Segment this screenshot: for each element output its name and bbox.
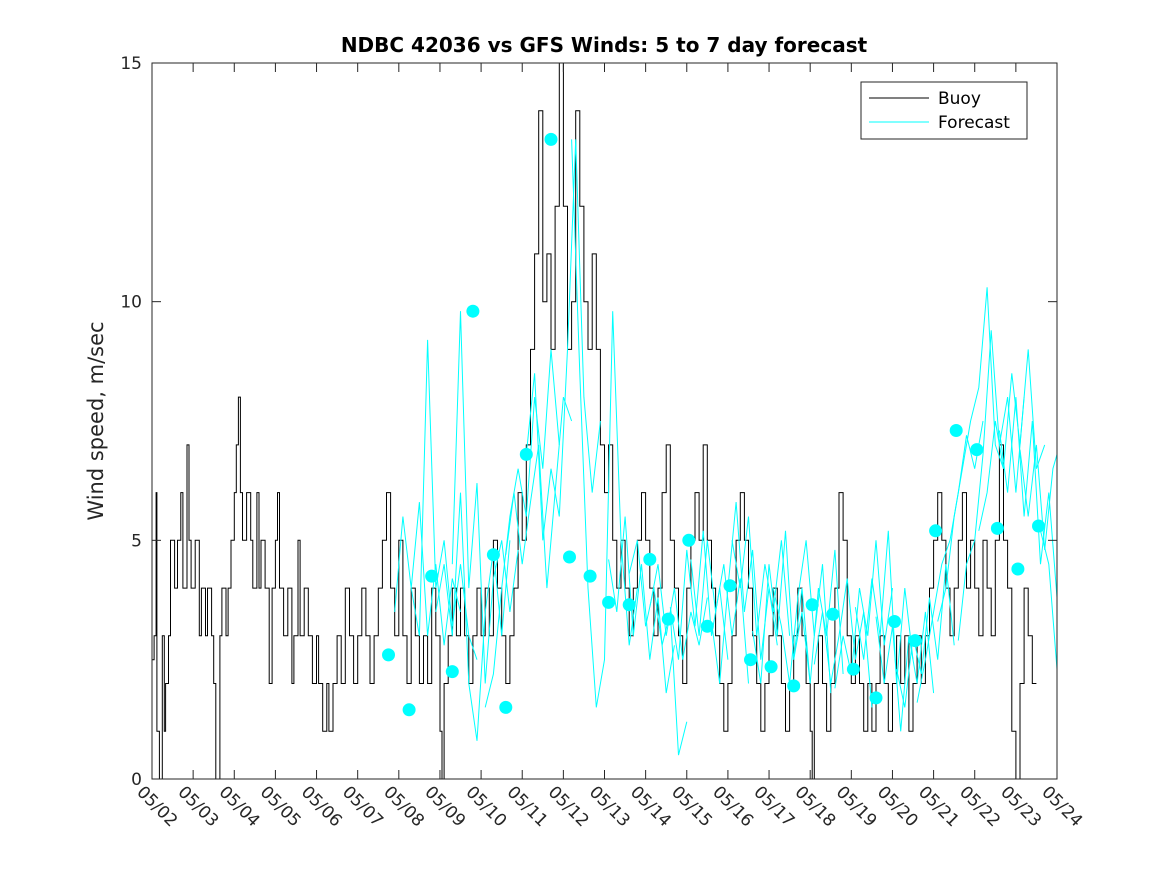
forecast-marker xyxy=(826,607,840,621)
forecast-marker xyxy=(869,691,883,705)
forecast-marker xyxy=(466,304,480,318)
forecast-series-line xyxy=(937,287,1004,622)
forecast-series-line xyxy=(435,492,511,741)
forecast-marker xyxy=(661,612,675,626)
forecast-marker xyxy=(402,703,416,717)
forecast-marker xyxy=(544,132,558,146)
forecast-marker xyxy=(563,550,576,564)
forecast-marker xyxy=(929,524,943,538)
forecast-series-line xyxy=(608,516,675,694)
forecast-marker xyxy=(1011,562,1025,576)
data-layer xyxy=(152,63,1057,779)
forecast-series-line xyxy=(978,349,1046,531)
forecast-series-line xyxy=(731,516,791,636)
forecast-marker xyxy=(583,569,597,583)
legend-buoy-label: Buoy xyxy=(938,89,981,109)
forecast-marker xyxy=(908,634,922,648)
legend-forecast-label: Forecast xyxy=(938,113,1010,133)
forecast-series-line xyxy=(813,578,873,708)
forecast-series-line xyxy=(1040,530,1057,670)
forecast-series-line xyxy=(772,540,832,694)
forecast-series-line xyxy=(690,540,749,684)
forecast-series-line xyxy=(525,139,601,541)
forecast-marker xyxy=(744,653,757,667)
forecast-marker xyxy=(682,533,696,547)
forecast-marker xyxy=(1032,519,1045,533)
forecast-marker xyxy=(888,615,901,628)
forecast-series-line xyxy=(752,530,811,684)
forecast-marker xyxy=(700,619,714,633)
forecast-series-line xyxy=(854,530,914,684)
forecast-marker xyxy=(519,447,533,461)
forecast-series-line xyxy=(875,611,935,732)
forecast-series-line xyxy=(1019,444,1057,550)
legend-box xyxy=(860,81,1028,140)
forecast-marker xyxy=(486,548,500,562)
y-tick-label: 10 xyxy=(120,293,142,313)
forecast-marker xyxy=(643,552,657,566)
forecast-series-line xyxy=(628,540,688,756)
forecast-marker xyxy=(805,598,819,612)
forecast-marker xyxy=(787,679,801,693)
forecast-series-line xyxy=(896,564,955,708)
y-axis-label: Wind speed, m/sec xyxy=(84,321,108,520)
forecast-marker xyxy=(949,424,963,437)
forecast-marker xyxy=(846,662,860,676)
forecast-marker xyxy=(445,665,459,679)
forecast-marker xyxy=(970,443,984,457)
forecast-series-line xyxy=(484,349,560,708)
forecast-series-line xyxy=(451,311,519,684)
y-tick-label: 5 xyxy=(131,531,142,551)
y-tick-label: 15 xyxy=(120,54,142,74)
forecast-series-line xyxy=(916,420,984,703)
legend: Buoy Forecast xyxy=(860,81,1028,140)
forecast-series-line xyxy=(998,397,1057,598)
forecast-marker xyxy=(382,648,395,662)
forecast-series-line xyxy=(649,564,708,660)
chart-title: NDBC 42036 vs GFS Winds: 5 to 7 day fore… xyxy=(341,33,868,57)
forecast-series-line xyxy=(834,540,893,689)
forecast-series-line xyxy=(793,549,844,684)
forecast-marker xyxy=(602,595,616,609)
buoy-series-line xyxy=(152,63,1037,779)
forecast-marker xyxy=(425,569,439,583)
y-tick-label: 0 xyxy=(131,770,142,790)
forecast-marker xyxy=(764,660,778,674)
forecast-series-line xyxy=(505,396,573,589)
forecast-series-line xyxy=(711,502,778,684)
forecast-marker xyxy=(499,700,513,714)
forecast-marker xyxy=(990,521,1004,535)
forecast-marker xyxy=(723,579,737,593)
forecast-marker xyxy=(622,598,636,612)
forecast-series-line xyxy=(957,330,1025,641)
